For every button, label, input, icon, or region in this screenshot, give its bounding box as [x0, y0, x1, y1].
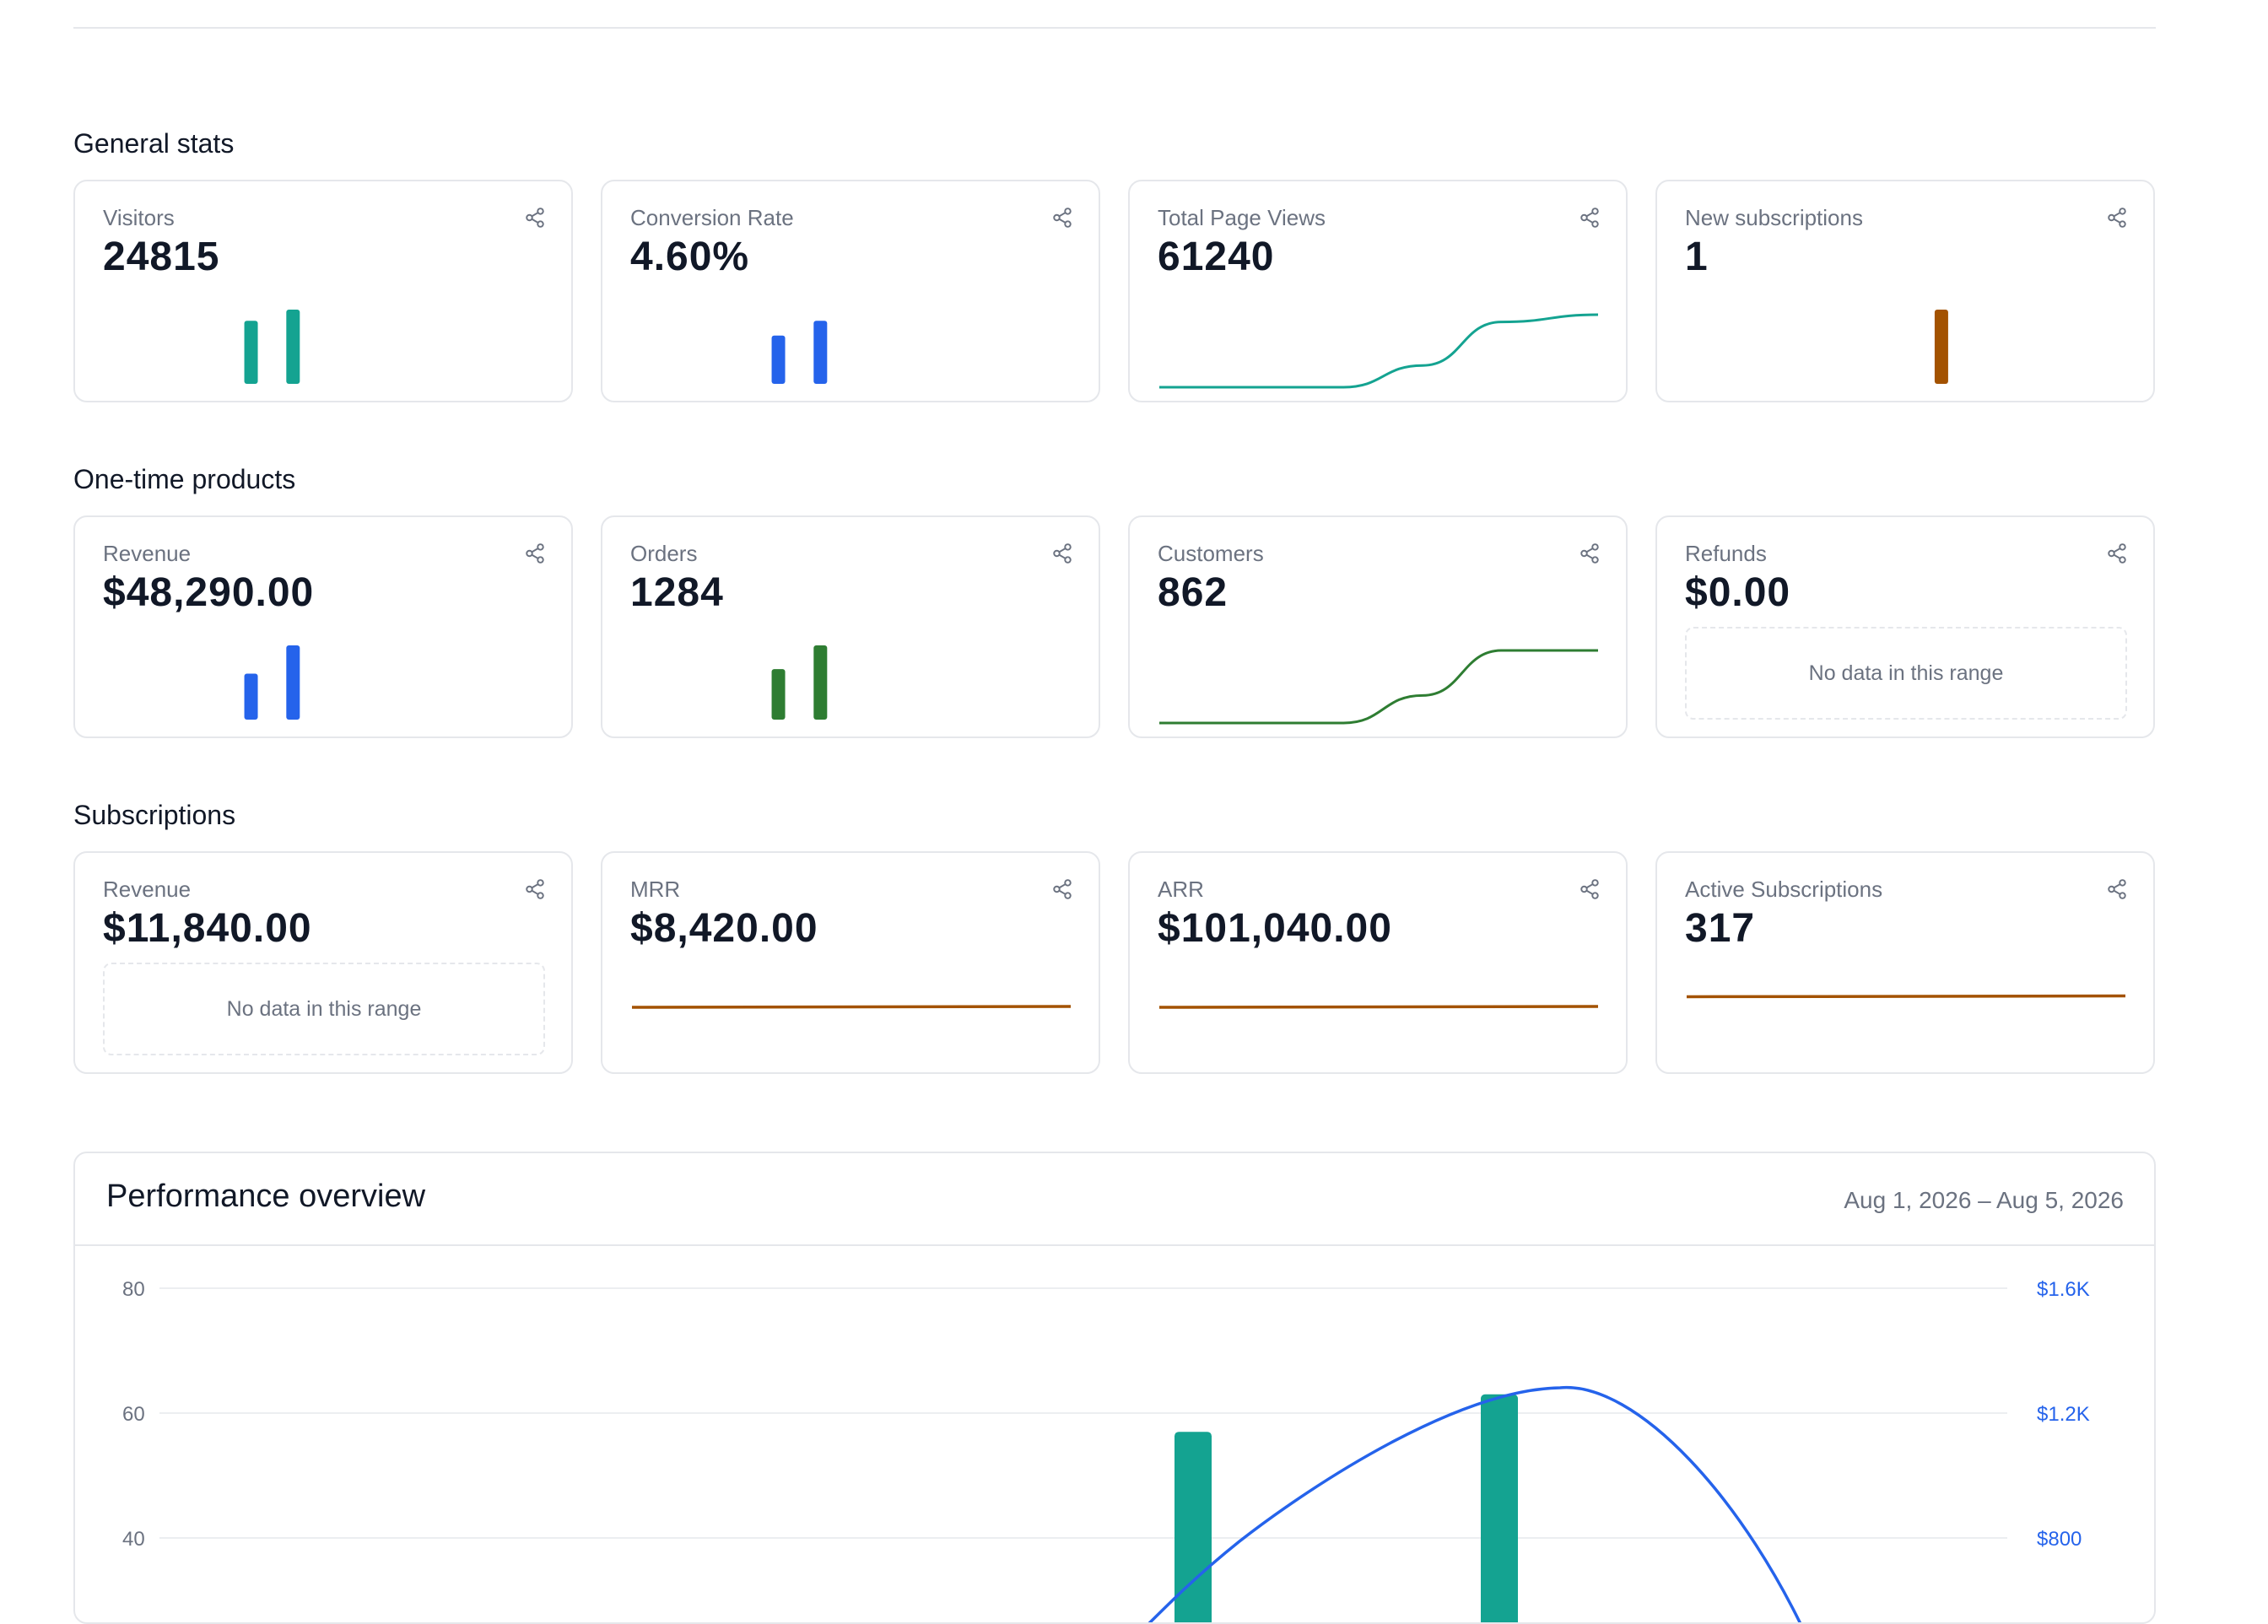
y-tick-left: 60: [122, 1403, 145, 1426]
sparkline-chart: [771, 321, 828, 384]
empty-state: No data in this range: [1685, 627, 2127, 720]
performance-bar: [1481, 1394, 1518, 1622]
sparkline-chart: [631, 1005, 1072, 1009]
card-label: ARR: [1158, 877, 1204, 902]
stat-card-customers: Customers 862: [1128, 515, 1628, 738]
card-value: $8,420.00: [630, 906, 818, 951]
top-divider: [73, 27, 2156, 29]
stat-card-orders: Orders 1284: [601, 515, 1100, 738]
sparkline-chart: [1686, 994, 2126, 999]
sparkline-chart: [1159, 649, 1598, 725]
card-label: Refunds: [1685, 541, 1767, 566]
spark-bar: [244, 673, 258, 720]
card-value: 317: [1685, 906, 1756, 951]
sparkline-chart: [1159, 313, 1599, 389]
stat-card-arr: ARR $101,040.00: [1128, 851, 1628, 1074]
share-icon[interactable]: [2106, 207, 2128, 229]
share-icon[interactable]: [1051, 878, 1073, 900]
card-label: Conversion Rate: [630, 205, 794, 230]
card-label: Revenue: [103, 877, 192, 902]
card-value: $0.00: [1685, 570, 1791, 615]
stat-card-conversion-rate: Conversion Rate 4.60%: [601, 180, 1100, 402]
y-tick-right: $1.6K: [2037, 1278, 2090, 1301]
card-label: Revenue: [103, 541, 192, 566]
performance-bar: [1174, 1432, 1212, 1622]
sparkline-chart: [1934, 310, 1948, 384]
spark-bar: [286, 645, 300, 720]
sparkline-chart: [244, 645, 300, 720]
card-value: $11,840.00: [103, 906, 312, 951]
stat-card-visitors: Visitors 24815: [73, 180, 573, 402]
sparkline-chart: [1158, 1005, 1599, 1009]
stat-card-active-subscriptions: Active Subscriptions 317: [1655, 851, 2155, 1074]
stat-card-revenue: Revenue $48,290.00: [73, 515, 573, 738]
spark-bar: [813, 321, 828, 384]
share-icon[interactable]: [2106, 542, 2128, 564]
general-stats-grid: Visitors 24815 Conversion Rate 4.60% Total…: [73, 180, 2156, 402]
performance-date-range: Aug 1, 2026 – Aug 5, 2026: [1844, 1187, 2124, 1213]
one-time-products-grid: Revenue $48,290.00 Orders 1284 Customers 86…: [73, 515, 2156, 738]
y-tick-left: 80: [122, 1278, 145, 1301]
card-label: MRR: [630, 877, 681, 902]
spark-line: [1686, 994, 2126, 999]
section-title-subscriptions: Subscriptions: [73, 800, 236, 830]
share-icon[interactable]: [1579, 207, 1601, 229]
performance-chart: 80 $1.6K 60 $1.2K 40 $800: [122, 1278, 2090, 1622]
share-icon[interactable]: [1579, 878, 1601, 900]
empty-state: No data in this range: [103, 963, 545, 1055]
share-icon[interactable]: [1051, 207, 1073, 229]
performance-line: [1148, 1386, 1801, 1622]
y-tick-right: $1.2K: [2037, 1403, 2090, 1426]
section-title-one-time-products: One-time products: [73, 464, 296, 494]
card-label: Orders: [630, 541, 698, 566]
spark-bar: [771, 669, 786, 720]
spark-bar: [813, 645, 828, 720]
subscriptions-grid: Revenue $11,840.00 No data in this range M…: [73, 851, 2156, 1074]
card-value: 24815: [103, 235, 220, 279]
card-value: 1: [1685, 235, 1709, 279]
spark-line: [1158, 1005, 1599, 1009]
spark-line: [1159, 649, 1598, 725]
spark-line: [631, 1005, 1072, 1009]
share-icon[interactable]: [524, 878, 546, 900]
spark-bar: [244, 321, 258, 384]
card-value: 862: [1158, 570, 1228, 615]
section-title-general-stats: General stats: [73, 128, 235, 159]
share-icon[interactable]: [524, 542, 546, 564]
card-label: Active Subscriptions: [1685, 877, 1883, 902]
stat-card-subscription-revenue: Revenue $11,840.00 No data in this range: [73, 851, 573, 1074]
spark-bar: [1934, 310, 1948, 384]
stat-card-new-subscriptions: New subscriptions 1: [1655, 180, 2155, 402]
sparkline-chart: [771, 645, 828, 720]
y-tick-left: 40: [122, 1528, 145, 1551]
stat-card-mrr: MRR $8,420.00: [601, 851, 1100, 1074]
card-label: Total Page Views: [1158, 205, 1326, 230]
share-icon[interactable]: [2106, 878, 2128, 900]
card-value: 1284: [630, 570, 724, 615]
performance-title: Performance overview: [106, 1179, 426, 1214]
spark-bar: [286, 310, 300, 384]
performance-header: Performance overview Aug 1, 2026 – Aug 5…: [75, 1153, 2154, 1246]
sparkline-chart: [244, 310, 300, 384]
card-value: 61240: [1158, 235, 1275, 279]
share-icon[interactable]: [1579, 542, 1601, 564]
share-icon[interactable]: [524, 207, 546, 229]
card-label: New subscriptions: [1685, 205, 1863, 230]
spark-line: [1159, 313, 1599, 389]
spark-bar: [771, 335, 786, 384]
card-label: Visitors: [103, 205, 175, 230]
share-icon[interactable]: [1051, 542, 1073, 564]
y-tick-right: $800: [2037, 1528, 2082, 1551]
stat-card-refunds: Refunds $0.00 No data in this range: [1655, 515, 2155, 738]
card-value: 4.60%: [630, 235, 750, 279]
performance-overview-panel: Performance overview Aug 1, 2026 – Aug 5…: [73, 1152, 2156, 1624]
card-label: Customers: [1158, 541, 1264, 566]
stat-card-total-page-views: Total Page Views 61240: [1128, 180, 1628, 402]
card-value: $101,040.00: [1158, 906, 1392, 951]
card-value: $48,290.00: [103, 570, 315, 615]
